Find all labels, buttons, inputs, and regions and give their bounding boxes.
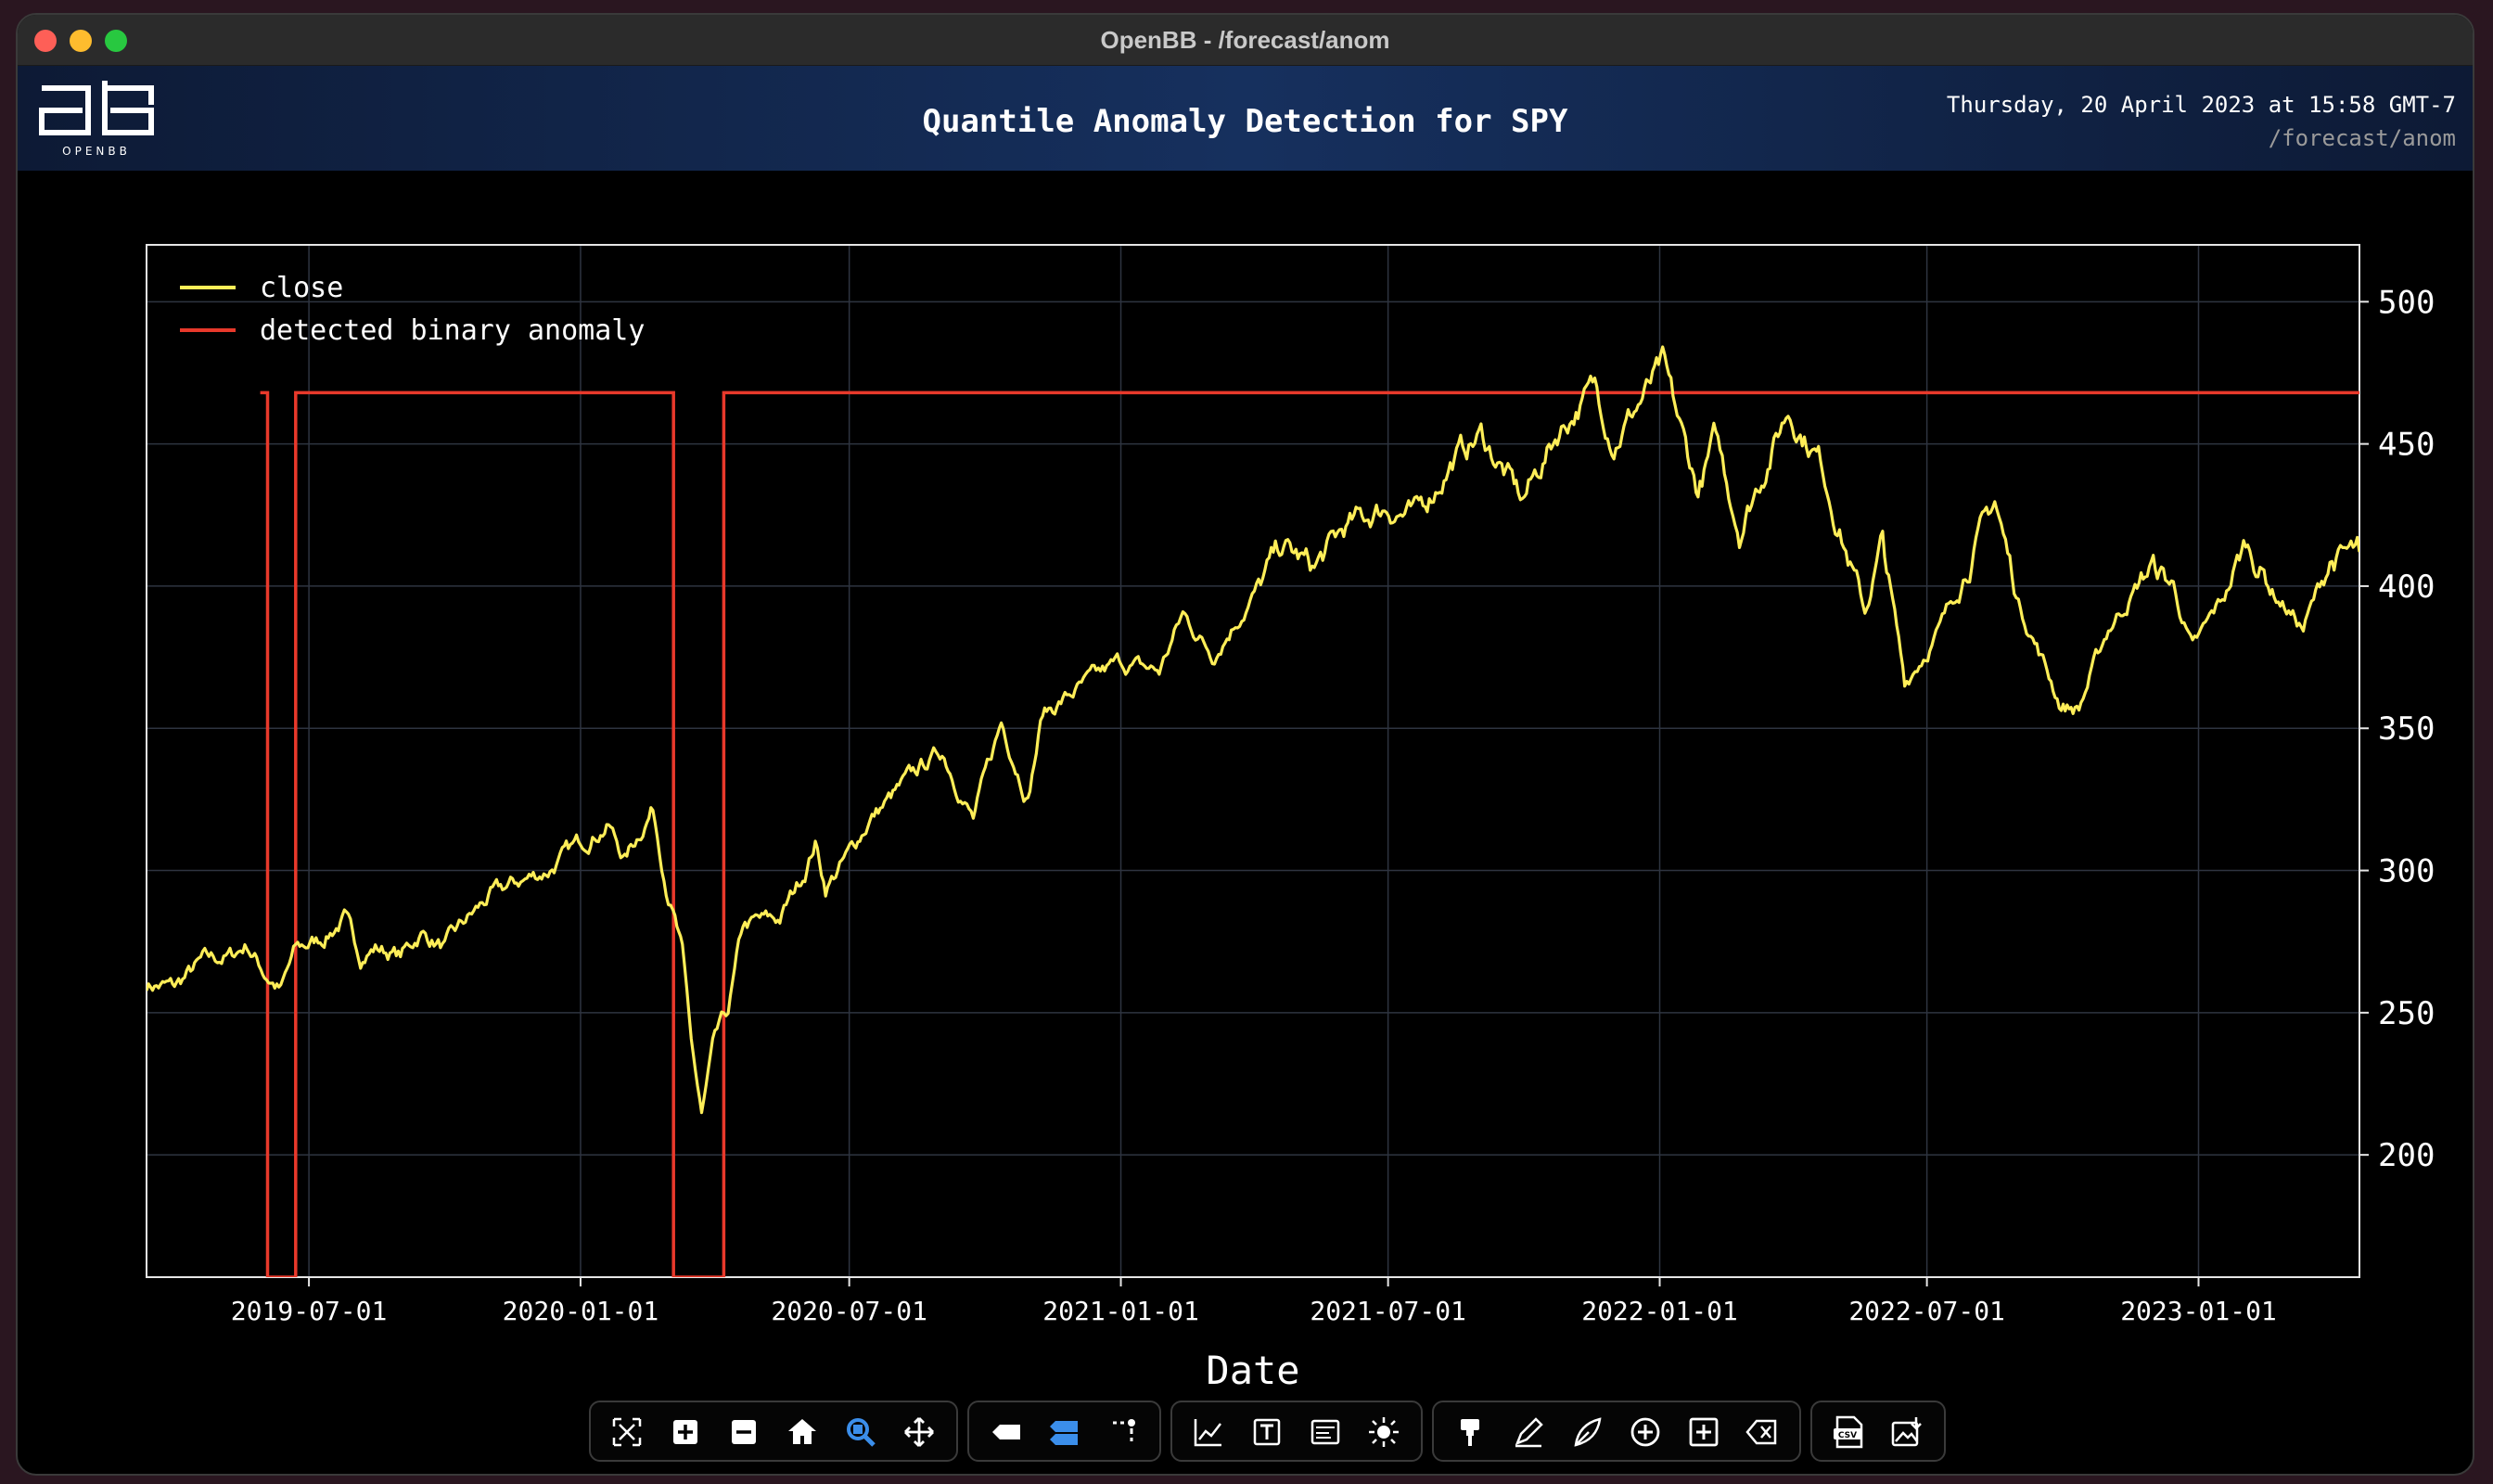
x-tick-label: 2023-01-01 (2120, 1296, 2277, 1326)
y-tick-label: 500 (2378, 284, 2435, 321)
export-csv-icon: CSV (1834, 1415, 1863, 1449)
x-tick-label: 2020-07-01 (771, 1296, 927, 1326)
hover-closest-button[interactable] (985, 1412, 1026, 1452)
app-window: OpenBB - /forecast/anom OPENBB Quantile … (16, 13, 2474, 1476)
draw-closed-path-button[interactable] (1566, 1412, 1607, 1452)
change-title-button[interactable] (1305, 1412, 1346, 1452)
x-tick-label: 2020-01-01 (503, 1296, 659, 1326)
add-chart-icon (1194, 1419, 1221, 1447)
change-title-icon (1310, 1419, 1340, 1445)
x-tick-label: 2022-01-01 (1581, 1296, 1738, 1326)
autoscale-button[interactable] (607, 1412, 647, 1452)
toggle-theme-button[interactable] (1363, 1412, 1404, 1452)
openbb-logo: OPENBB (39, 81, 154, 158)
draw-closed-path-icon (1574, 1417, 1602, 1447)
minimize-window-button[interactable] (70, 30, 92, 52)
y-tick-label: 250 (2378, 995, 2435, 1032)
zoom-button[interactable] (840, 1412, 881, 1452)
chart-title: Quantile Anomaly Detection for SPY (922, 103, 1568, 140)
spike-lines-icon (1113, 1419, 1135, 1441)
close-window-button[interactable] (34, 30, 57, 52)
draw-rect-button[interactable] (1683, 1412, 1724, 1452)
add-text-icon (1253, 1418, 1281, 1446)
x-axis-title: Date (1206, 1348, 1299, 1393)
title-bar: OpenBB - /forecast/anom (18, 15, 2473, 66)
legend-label: close (260, 272, 343, 304)
zoom-icon (847, 1418, 876, 1447)
hover-compare-button[interactable] (1043, 1412, 1084, 1452)
add-chart-button[interactable] (1188, 1412, 1229, 1452)
x-tick-label: 2022-07-01 (1848, 1296, 2005, 1326)
reset-axes-button[interactable] (782, 1412, 823, 1452)
logo-text: OPENBB (62, 145, 131, 158)
zoom-out-button[interactable] (723, 1412, 764, 1452)
x-tick-label: 2019-07-01 (231, 1296, 388, 1326)
hover-compare-icon (1050, 1421, 1078, 1445)
legend: close detected binary anomaly (180, 272, 645, 347)
draw-line-icon (1461, 1419, 1479, 1446)
y-tick-label: 400 (2378, 569, 2435, 606)
close-series-line (147, 345, 2359, 1115)
x-tick-label: 2021-07-01 (1310, 1296, 1466, 1326)
y-tick-label: 450 (2378, 427, 2435, 464)
pan-icon (904, 1417, 934, 1447)
zoom-in-icon (673, 1420, 697, 1444)
y-tick-label: 300 (2378, 853, 2435, 890)
y-tick-label: 200 (2378, 1137, 2435, 1174)
download-image-icon (1891, 1417, 1922, 1447)
svg-text:CSV: CSV (1838, 1431, 1857, 1440)
draw-circle-icon (1630, 1417, 1660, 1447)
toolbar-group (1432, 1401, 1801, 1462)
draw-line-button[interactable] (1450, 1412, 1490, 1452)
draw-circle-button[interactable] (1625, 1412, 1666, 1452)
y-tick-label: 350 (2378, 710, 2435, 748)
draw-rect-icon (1689, 1417, 1719, 1447)
toolbar-group: CSV (1810, 1401, 1946, 1462)
erase-shape-icon (1745, 1419, 1777, 1445)
maximize-window-button[interactable] (105, 30, 127, 52)
x-tick-label: 2021-01-01 (1042, 1296, 1199, 1326)
draw-open-path-icon (1515, 1417, 1543, 1448)
erase-shape-button[interactable] (1742, 1412, 1783, 1452)
download-image-button[interactable] (1886, 1412, 1927, 1452)
datetime-label: Thursday, 20 April 2023 at 15:58 GMT-7 (1946, 92, 2456, 118)
toggle-theme-icon (1369, 1417, 1399, 1447)
hover-closest-icon (992, 1425, 1020, 1439)
window-title: OpenBB - /forecast/anom (1100, 26, 1390, 54)
toolbar-group (1170, 1401, 1423, 1462)
reset-axes-icon (788, 1419, 816, 1444)
legend-label: detected binary anomaly (260, 314, 645, 347)
zoom-in-button[interactable] (665, 1412, 706, 1452)
anomaly-series-line (260, 390, 2359, 1277)
export-csv-button[interactable]: CSV (1828, 1412, 1869, 1452)
command-label: /forecast/anom (2268, 125, 2456, 151)
toolbar-group (967, 1401, 1161, 1462)
zoom-out-icon (732, 1420, 756, 1444)
plot-frame (146, 244, 2360, 1278)
pan-button[interactable] (899, 1412, 940, 1452)
chart-area[interactable]: 200 250 300 350 400 450 500 2019-07-01 2020-01-0… (18, 171, 2473, 1395)
chart-header: OPENBB Quantile Anomaly Detection for SP… (18, 66, 2473, 171)
toolbar-group (589, 1401, 958, 1462)
draw-open-path-button[interactable] (1508, 1412, 1549, 1452)
spike-lines-button[interactable] (1102, 1412, 1143, 1452)
add-text-button[interactable] (1246, 1412, 1287, 1452)
autoscale-icon (612, 1417, 642, 1447)
